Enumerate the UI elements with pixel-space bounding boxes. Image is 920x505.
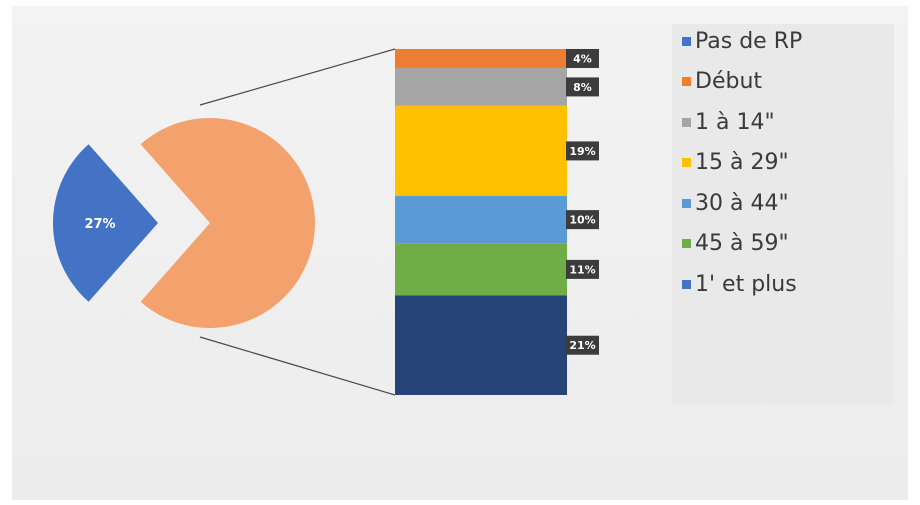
chart-canvas: 4% 8% 19% 10% 11% 21% 27% Pas de RP Début 1 à 14… xyxy=(12,6,908,500)
bar-segment-d-but xyxy=(395,49,567,68)
legend-swatch xyxy=(682,279,691,289)
bar-data-label: 10% xyxy=(569,214,595,227)
bar-data-label: 8% xyxy=(573,81,592,94)
legend-item-45-59: 45 à 59" xyxy=(682,229,789,259)
legend-label: Pas de RP xyxy=(695,28,803,54)
bar-data-label: 19% xyxy=(569,145,595,158)
legend-swatch xyxy=(682,239,691,248)
pie-slice-pas-de-rp xyxy=(52,144,158,302)
bar-segment-15-29 xyxy=(395,105,567,196)
legend-label: 30 à 44" xyxy=(695,190,789,216)
bar-data-label-box xyxy=(566,48,599,68)
legend-item-30-44: 30 à 44" xyxy=(682,188,789,218)
chart-legend: Pas de RP Début 1 à 14" 15 à 29" 30 à 44" 45 … xyxy=(672,24,894,404)
legend-label: 45 à 59" xyxy=(695,231,789,256)
bar-data-label-box xyxy=(566,210,599,230)
bar-data-label-box xyxy=(566,141,599,161)
legend-label: 15 à 29" xyxy=(695,150,789,175)
bar-data-label: 21% xyxy=(569,339,595,352)
bar-data-label-box xyxy=(566,335,599,355)
legend-swatch xyxy=(682,198,691,208)
legend-item-1-et-plus: 1' et plus xyxy=(682,269,797,299)
legend-swatch xyxy=(682,77,691,86)
legend-item-1-14: 1 à 14" xyxy=(682,107,775,137)
connector-line-top xyxy=(199,48,396,106)
legend-swatch xyxy=(682,117,691,127)
legend-swatch xyxy=(682,36,691,46)
bar-segment-30-44 xyxy=(395,195,567,244)
bar-data-label-box xyxy=(566,259,599,279)
legend-item-pas-de-rp: Pas de RP xyxy=(682,26,802,56)
bar-segment-45-59 xyxy=(395,243,567,296)
bar-data-label-box xyxy=(566,77,599,97)
bar-segment-1-et-plus xyxy=(395,295,567,395)
bar-of-pie-chart: 4% 8% 19% 10% 11% 21% 27% xyxy=(52,48,599,396)
connector-line-bottom xyxy=(199,336,396,396)
legend-item-15-29: 15 à 29" xyxy=(682,148,789,178)
legend-label: Début xyxy=(695,69,763,94)
bar-segment-1-14 xyxy=(395,67,567,106)
legend-item-d-but: Début xyxy=(682,67,762,97)
pie-slice-d-but-et-plus xyxy=(140,118,315,328)
legend-label: 1' et plus xyxy=(695,271,797,297)
legend-swatch xyxy=(682,158,691,167)
pie-data-label: 27% xyxy=(84,217,115,232)
legend-label: 1 à 14" xyxy=(695,109,775,135)
bar-data-label: 11% xyxy=(569,263,595,276)
bar-data-label: 4% xyxy=(573,52,592,65)
